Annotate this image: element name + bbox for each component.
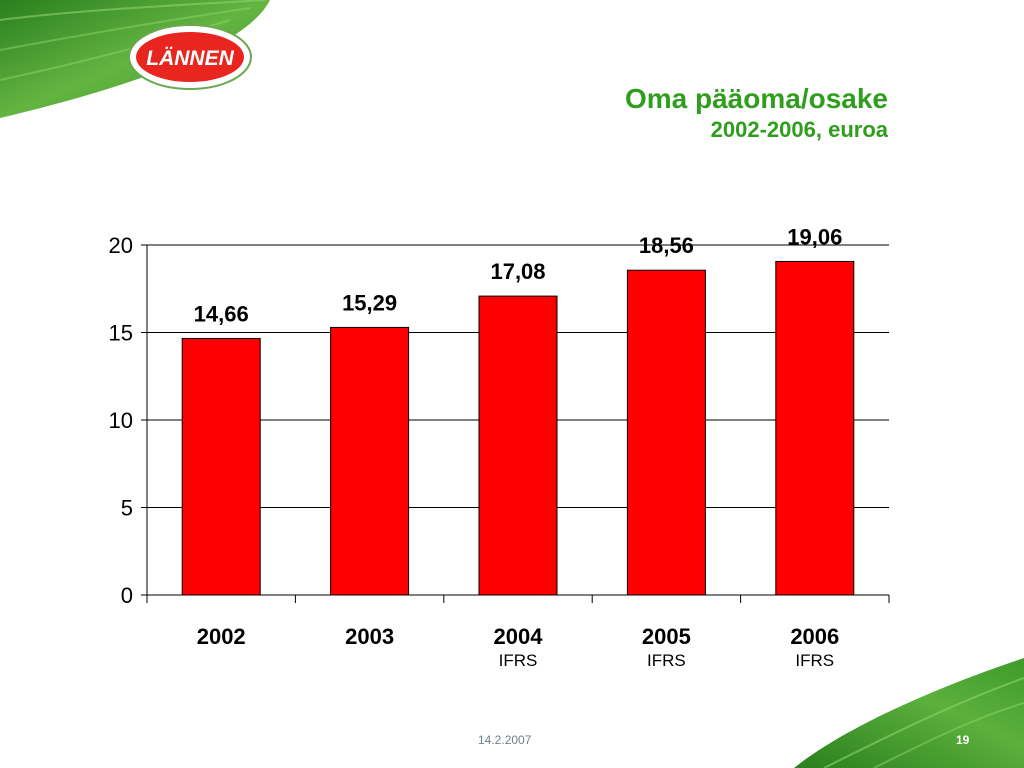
category-sublabel-2004: IFRS [499,651,538,670]
lannen-logo: LÄNNEN [128,24,252,90]
leaf-decoration-bottom-right [794,658,1024,768]
slide-title: Oma pääoma/osake 2002-2006, euroa [625,82,888,144]
page-number: 19 [956,733,970,747]
bar-2006 [775,260,855,596]
data-label-2005: 18,56 [639,233,694,258]
y-tick-label: 10 [109,408,133,433]
y-tick-label: 20 [109,233,133,258]
footer-date: 14.2.2007 [478,733,532,747]
title-main: Oma pääoma/osake [624,83,888,114]
data-label-2003: 15,29 [342,290,397,315]
category-label-2004: 2004 [494,624,544,649]
bar-2004 [478,295,558,596]
y-tick-label: 15 [109,321,133,346]
y-tick-label: 5 [121,496,133,521]
category-label-2005: 2005 [642,624,691,649]
svg-text:LÄNNEN: LÄNNEN [146,47,234,70]
category-label-2003: 2003 [345,624,394,649]
category-label-2006: 2006 [790,624,839,649]
data-label-2002: 14,66 [194,301,249,326]
bar-2003 [330,326,410,596]
bar-2002 [181,337,261,596]
title-subtitle: 2002-2006, euroa [710,117,888,142]
category-sublabel-2005: IFRS [647,651,686,670]
y-tick-label: 0 [121,583,133,608]
category-label-2002: 2002 [197,624,246,649]
bar-2005 [626,269,706,596]
data-label-2006: 19,06 [787,224,842,249]
data-label-2004: 17,08 [490,259,545,284]
category-sublabel-2006: IFRS [795,651,834,670]
